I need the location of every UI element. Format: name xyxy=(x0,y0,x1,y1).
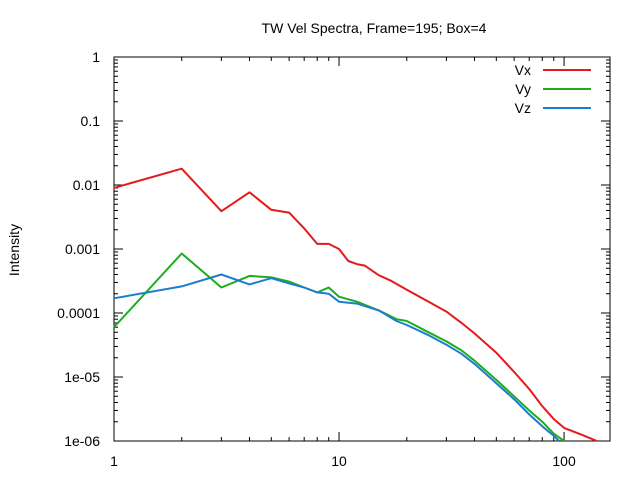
legend-label-vy: Vy xyxy=(515,81,531,97)
y-axis-label: Intensity xyxy=(6,224,22,276)
y-tick-label: 0.01 xyxy=(73,177,100,193)
chart-title: TW Vel Spectra, Frame=195; Box=4 xyxy=(262,20,487,36)
y-tick-label: 1e-05 xyxy=(64,369,100,385)
y-tick-label: 1 xyxy=(92,49,100,65)
y-tick-label: 0.001 xyxy=(65,241,100,257)
legend-label-vz: Vz xyxy=(515,100,531,116)
y-tick-label: 0.0001 xyxy=(57,305,100,321)
y-tick-label: 0.1 xyxy=(81,113,101,129)
legend: Vx Vy Vz xyxy=(515,62,591,116)
x-tick-label: 100 xyxy=(552,453,576,469)
series-lines xyxy=(113,167,598,442)
series-line-vz xyxy=(113,273,560,442)
x-tick-label: 10 xyxy=(331,453,347,469)
plot-frame xyxy=(113,56,611,442)
series-line-vy xyxy=(113,252,565,442)
series-line-vx xyxy=(113,167,598,442)
y-tick-label: 1e-06 xyxy=(64,433,100,449)
legend-label-vx: Vx xyxy=(515,62,531,78)
x-tick-label: 1 xyxy=(110,453,118,469)
axis-ticks: 1 0.1 0.01 0.001 0.0001 1e-05 1e-06 1 10 100 xyxy=(57,49,610,469)
